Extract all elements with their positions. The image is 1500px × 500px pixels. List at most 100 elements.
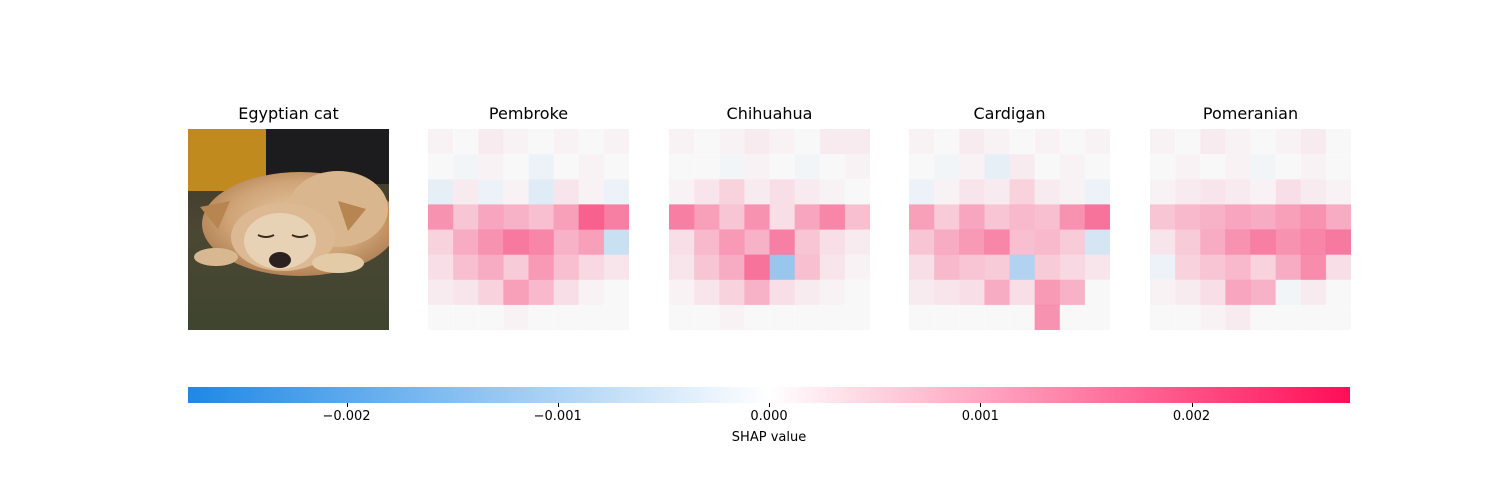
heatmap-cell [1200, 179, 1226, 205]
heatmap-cell [1325, 279, 1351, 306]
heatmap-cell [428, 154, 454, 180]
heatmap-cell [503, 204, 529, 230]
heatmap-cell [478, 279, 504, 306]
heatmap-cell [1084, 254, 1110, 281]
heatmap-cell [1009, 154, 1035, 180]
heatmap-cell [909, 254, 935, 281]
heatmap-cell [744, 129, 770, 155]
colorbar-tick [769, 403, 770, 407]
heatmap-cell [1200, 154, 1226, 180]
heatmap-cell [719, 179, 745, 205]
heatmap-cell [744, 254, 770, 281]
heatmap-cell [669, 154, 695, 180]
heatmap-cell [694, 254, 720, 281]
heatmap-cell [428, 304, 454, 330]
colorbar-tick [1191, 403, 1193, 407]
heatmap-cell [1275, 129, 1302, 155]
heatmap-cell [719, 304, 745, 330]
heatmap-cell [528, 229, 554, 255]
heatmap-cell [819, 229, 846, 255]
heatmap-cell [1175, 229, 1201, 255]
heatmap-cell [1250, 279, 1276, 306]
heatmap-cell [744, 304, 770, 330]
heatmap-pembroke-svg [428, 129, 629, 330]
heatmap-cell [934, 279, 960, 306]
heatmap-cell [844, 204, 870, 230]
heatmap-cell [909, 179, 935, 205]
heatmap-cell [503, 229, 529, 255]
heatmap-cell [1175, 154, 1201, 180]
heatmap-cell [1275, 179, 1302, 205]
heatmap-cell [719, 229, 745, 255]
heatmap-cell [1084, 229, 1110, 255]
heatmap-cell [1250, 254, 1276, 281]
heatmap-cell [1059, 304, 1086, 330]
heatmap-cell [603, 229, 629, 255]
panel-title-pomeranian: Pomeranian [1202, 104, 1299, 123]
heatmap-cell [478, 204, 504, 230]
heatmap-cell [934, 254, 960, 281]
heatmap-cell [1009, 279, 1035, 306]
heatmap-cell [1150, 154, 1176, 180]
heatmap-cell [528, 254, 554, 281]
heatmap-cell [528, 154, 554, 180]
heatmap-cell [694, 229, 720, 255]
heatmap-cell [984, 204, 1010, 230]
heatmap-cell [769, 154, 795, 180]
heatmap-cell [1084, 204, 1110, 230]
heatmap-cell [603, 279, 629, 306]
heatmap-cell [794, 179, 821, 205]
heatmap-cell [984, 279, 1010, 306]
heatmap-cell [819, 154, 846, 180]
heatmap-cell [744, 229, 770, 255]
heatmap-cell [428, 254, 454, 281]
heatmap-cell [1034, 129, 1061, 155]
heatmap-cell [669, 254, 695, 281]
heatmap-cell [1300, 204, 1327, 230]
heatmap-cell [744, 204, 770, 230]
heatmap-cell [959, 254, 985, 281]
heatmap-cell [934, 179, 960, 205]
heatmap-cell [1275, 229, 1302, 255]
heatmap-cell [453, 204, 479, 230]
heatmap-cell [1200, 129, 1226, 155]
heatmap-cell [1150, 179, 1176, 205]
heatmap-cell [603, 254, 629, 281]
heatmap-cell [909, 279, 935, 306]
heatmap-cell [909, 229, 935, 255]
heatmap-cell [1150, 254, 1176, 281]
heatmap-cell [1250, 304, 1276, 330]
heatmap-cell [669, 304, 695, 330]
heatmap-cell [959, 154, 985, 180]
heatmap-cell [453, 129, 479, 155]
heatmap-cell [1225, 154, 1251, 180]
heatmap-cell [669, 229, 695, 255]
heatmap-cell [603, 179, 629, 205]
heatmap-cell [1250, 179, 1276, 205]
heatmap-cell [769, 179, 795, 205]
heatmap-cell [428, 179, 454, 205]
heatmap-cell [794, 204, 821, 230]
heatmap-cell [819, 204, 846, 230]
heatmap-cell [844, 179, 870, 205]
heatmap-cell [453, 254, 479, 281]
heatmap-cell [528, 304, 554, 330]
heatmap-cell [528, 129, 554, 155]
heatmap-cell [1034, 154, 1061, 180]
heatmap-cell [1325, 254, 1351, 281]
heatmap-cell [744, 154, 770, 180]
heatmap-cell [769, 254, 795, 281]
heatmap-cell [553, 129, 580, 155]
heatmap-cell [719, 204, 745, 230]
heatmap-cell [1059, 254, 1086, 281]
heatmap-cell [1325, 304, 1351, 330]
heatmap-cell [719, 129, 745, 155]
heatmap-cell [844, 154, 870, 180]
heatmap-cell [719, 254, 745, 281]
panel-title-chihuahua: Chihuahua [726, 104, 813, 123]
heatmap-cell [1175, 129, 1201, 155]
heatmap-cell [1300, 179, 1327, 205]
heatmap-cell [1250, 204, 1276, 230]
heatmap-cell [453, 279, 479, 306]
heatmap-cell [1200, 279, 1226, 306]
